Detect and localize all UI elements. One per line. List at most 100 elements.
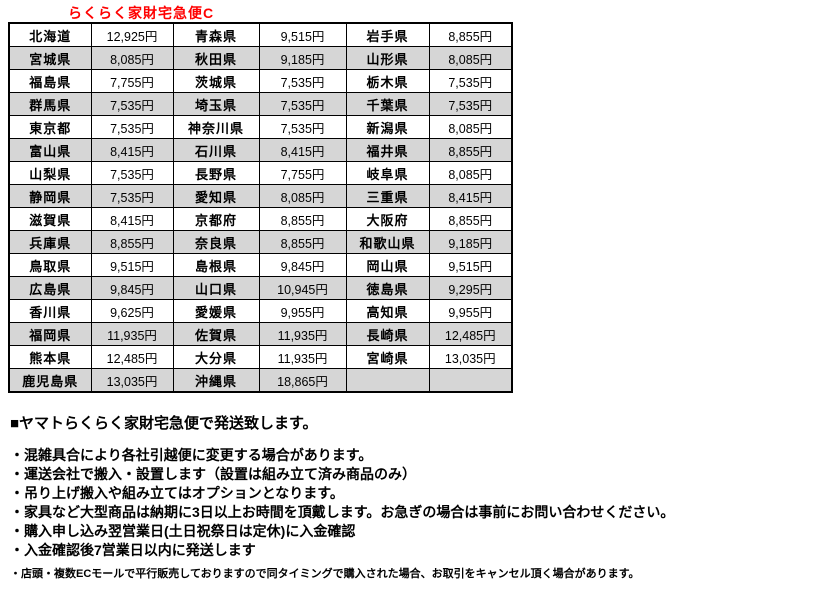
note-item: ・混雑具合により各社引越便に変更する場合があります。 xyxy=(10,447,373,463)
price-cell: 8,415円 xyxy=(428,184,513,208)
price-cell: 8,855円 xyxy=(428,22,513,47)
price-cell xyxy=(428,368,513,393)
price-cell: 8,085円 xyxy=(428,46,513,70)
table-row: 富山県 8,415円 石川県 8,415円 福井県 8,855円 xyxy=(8,138,513,162)
prefecture-cell: 埼玉県 xyxy=(172,92,260,116)
prefecture-cell xyxy=(345,368,430,393)
prefecture-cell: 宮城県 xyxy=(8,46,92,70)
price-cell: 7,535円 xyxy=(90,184,174,208)
prefecture-cell: 静岡県 xyxy=(8,184,92,208)
prefecture-cell: 愛媛県 xyxy=(172,299,260,323)
price-cell: 9,185円 xyxy=(428,230,513,254)
table-row: 北海道 12,925円 青森県 9,515円 岩手県 8,855円 xyxy=(8,22,513,47)
prefecture-cell: 茨城県 xyxy=(172,69,260,93)
price-cell: 8,415円 xyxy=(258,138,347,162)
price-cell: 7,535円 xyxy=(258,69,347,93)
price-cell: 7,755円 xyxy=(90,69,174,93)
prefecture-cell: 兵庫県 xyxy=(8,230,92,254)
price-cell: 8,085円 xyxy=(258,184,347,208)
table-row: 山梨県 7,535円 長野県 7,755円 岐阜県 8,085円 xyxy=(8,161,513,185)
table-row: 滋賀県 8,415円 京都府 8,855円 大阪府 8,855円 xyxy=(8,207,513,231)
price-cell: 9,515円 xyxy=(90,253,174,277)
price-cell: 18,865円 xyxy=(258,368,347,393)
price-cell: 7,535円 xyxy=(90,115,174,139)
prefecture-cell: 秋田県 xyxy=(172,46,260,70)
price-cell: 9,955円 xyxy=(258,299,347,323)
prefecture-cell: 愛知県 xyxy=(172,184,260,208)
price-cell: 12,485円 xyxy=(90,345,174,369)
prefecture-cell: 宮崎県 xyxy=(345,345,430,369)
prefecture-cell: 福島県 xyxy=(8,69,92,93)
price-cell: 7,535円 xyxy=(258,92,347,116)
prefecture-cell: 三重県 xyxy=(345,184,430,208)
price-cell: 9,625円 xyxy=(90,299,174,323)
table-row: 群馬県 7,535円 埼玉県 7,535円 千葉県 7,535円 xyxy=(8,92,513,116)
prefecture-cell: 長崎県 xyxy=(345,322,430,346)
price-cell: 8,415円 xyxy=(90,138,174,162)
prefecture-cell: 石川県 xyxy=(172,138,260,162)
price-cell: 13,035円 xyxy=(90,368,174,393)
table-row: 鹿児島県 13,035円 沖縄県 18,865円 xyxy=(8,368,513,393)
notes-heading: ■ヤマトらくらく家財宅急便で発送致します。 xyxy=(10,415,318,432)
table-row: 香川県 9,625円 愛媛県 9,955円 高知県 9,955円 xyxy=(8,299,513,323)
prefecture-cell: 滋賀県 xyxy=(8,207,92,231)
table-row: 鳥取県 9,515円 島根県 9,845円 岡山県 9,515円 xyxy=(8,253,513,277)
price-cell: 12,485円 xyxy=(428,322,513,346)
prefecture-cell: 山形県 xyxy=(345,46,430,70)
price-cell: 7,535円 xyxy=(90,92,174,116)
note-item: ・入金確認後7営業日以内に発送します xyxy=(10,542,256,558)
price-cell: 9,845円 xyxy=(90,276,174,300)
table-row: 福岡県 11,935円 佐賀県 11,935円 長崎県 12,485円 xyxy=(8,322,513,346)
table-row: 兵庫県 8,855円 奈良県 8,855円 和歌山県 9,185円 xyxy=(8,230,513,254)
prefecture-cell: 山梨県 xyxy=(8,161,92,185)
prefecture-cell: 千葉県 xyxy=(345,92,430,116)
price-cell: 9,295円 xyxy=(428,276,513,300)
price-cell: 12,925円 xyxy=(90,22,174,47)
small-note: ・店頭・複数ECモールで平行販売しておりますので同タイミングで購入された場合、お… xyxy=(10,568,640,580)
price-cell: 7,755円 xyxy=(258,161,347,185)
note-item: ・購入申し込み翌営業日(土日祝祭日は定休)に入金確認 xyxy=(10,523,356,539)
prefecture-cell: 群馬県 xyxy=(8,92,92,116)
price-cell: 9,515円 xyxy=(428,253,513,277)
price-cell: 8,085円 xyxy=(428,161,513,185)
prefecture-cell: 京都府 xyxy=(172,207,260,231)
note-item: ・家具など大型商品は納期に3日以上お時間を頂戴します。お急ぎの場合は事前にお問い… xyxy=(10,504,675,520)
price-cell: 11,935円 xyxy=(258,345,347,369)
prefecture-cell: 和歌山県 xyxy=(345,230,430,254)
prefecture-cell: 徳島県 xyxy=(345,276,430,300)
price-cell: 8,855円 xyxy=(258,230,347,254)
page-title: らくらく家財宅急便C xyxy=(68,5,215,21)
prefecture-cell: 奈良県 xyxy=(172,230,260,254)
prefecture-cell: 富山県 xyxy=(8,138,92,162)
price-cell: 8,855円 xyxy=(90,230,174,254)
price-cell: 7,535円 xyxy=(428,69,513,93)
prefecture-cell: 佐賀県 xyxy=(172,322,260,346)
prefecture-cell: 岡山県 xyxy=(345,253,430,277)
table-row: 宮城県 8,085円 秋田県 9,185円 山形県 8,085円 xyxy=(8,46,513,70)
prefecture-cell: 新潟県 xyxy=(345,115,430,139)
price-cell: 8,415円 xyxy=(90,207,174,231)
table-row: 東京都 7,535円 神奈川県 7,535円 新潟県 8,085円 xyxy=(8,115,513,139)
price-cell: 9,515円 xyxy=(258,22,347,47)
table-row: 福島県 7,755円 茨城県 7,535円 栃木県 7,535円 xyxy=(8,69,513,93)
prefecture-cell: 栃木県 xyxy=(345,69,430,93)
prefecture-cell: 岩手県 xyxy=(345,22,430,47)
table-row: 静岡県 7,535円 愛知県 8,085円 三重県 8,415円 xyxy=(8,184,513,208)
price-cell: 11,935円 xyxy=(258,322,347,346)
note-item: ・運送会社で搬入・設置します（設置は組み立て済み商品のみ） xyxy=(10,466,416,482)
price-cell: 8,085円 xyxy=(428,115,513,139)
price-cell: 9,955円 xyxy=(428,299,513,323)
table-row: 熊本県 12,485円 大分県 11,935円 宮崎県 13,035円 xyxy=(8,345,513,369)
price-cell: 8,855円 xyxy=(428,207,513,231)
price-cell: 8,855円 xyxy=(428,138,513,162)
price-cell: 7,535円 xyxy=(258,115,347,139)
prefecture-cell: 島根県 xyxy=(172,253,260,277)
price-cell: 9,845円 xyxy=(258,253,347,277)
price-cell: 7,535円 xyxy=(428,92,513,116)
shipping-rate-table-body: 北海道 12,925円 青森県 9,515円 岩手県 8,855円 宮城県 8,085円 秋田県… xyxy=(8,22,513,393)
prefecture-cell: 大分県 xyxy=(172,345,260,369)
prefecture-cell: 岐阜県 xyxy=(345,161,430,185)
prefecture-cell: 福岡県 xyxy=(8,322,92,346)
prefecture-cell: 福井県 xyxy=(345,138,430,162)
